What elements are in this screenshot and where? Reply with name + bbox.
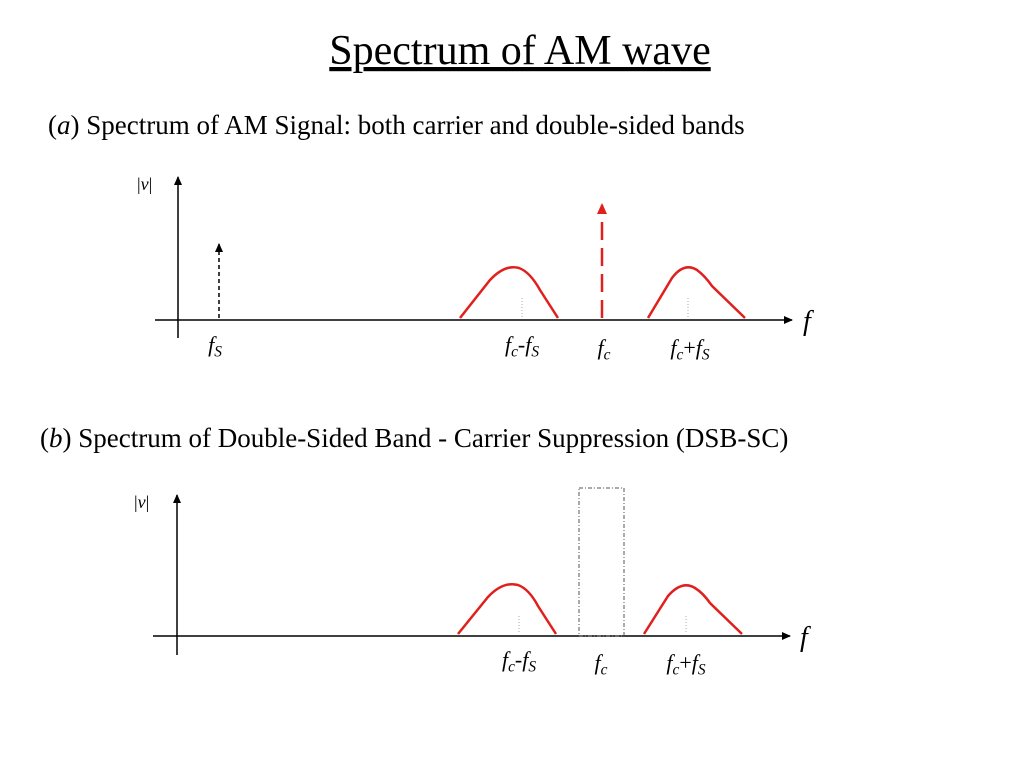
- upper-sideband: [642, 584, 743, 635]
- freq-label: fc: [598, 335, 611, 364]
- y-axis-label: |v|: [137, 174, 152, 194]
- text-part: f: [505, 332, 514, 357]
- text-part: S: [528, 659, 536, 676]
- text-part: S: [702, 347, 710, 364]
- text-part: c: [511, 344, 518, 361]
- x-axis-label: f: [800, 622, 811, 653]
- x-axis-label: f: [803, 306, 814, 337]
- freq-label: fc+fS: [666, 650, 706, 679]
- freq-label: fc: [595, 650, 608, 679]
- text-part: (: [40, 423, 49, 453]
- text-part: |: [137, 174, 141, 194]
- text-part: v: [138, 492, 146, 512]
- text-part: f: [502, 647, 511, 672]
- text-part: f: [595, 650, 604, 675]
- text-part: S: [214, 344, 222, 361]
- lower-sideband: [459, 266, 560, 319]
- freq-label: fS: [208, 332, 222, 361]
- freq-label: fc-fS: [505, 332, 539, 361]
- suppressed-carrier: [578, 487, 625, 637]
- text-part: c: [604, 347, 611, 364]
- text-part: |: [146, 492, 150, 512]
- slide-title: Spectrum of AM wave: [329, 28, 710, 74]
- text-part: f: [696, 335, 705, 360]
- text-part: +: [683, 335, 695, 360]
- text-part: ) Spectrum of AM Signal: both carrier an…: [71, 110, 745, 140]
- text-part: b: [49, 423, 63, 453]
- text-part: ) Spectrum of Double-Sided Band - Carrie…: [63, 423, 789, 453]
- text-part: f: [692, 650, 701, 675]
- text-part: S: [531, 344, 539, 361]
- text-part: c: [508, 659, 515, 676]
- text-part: c: [601, 662, 608, 679]
- y-axis-label: |v|: [134, 492, 149, 512]
- caption: (b) Spectrum of Double-Sided Band - Carr…: [40, 423, 788, 453]
- text-part: |: [149, 174, 153, 194]
- text-part: f: [522, 647, 531, 672]
- text-part: c: [673, 662, 680, 679]
- text-part: (: [48, 110, 57, 140]
- text-part: c: [677, 347, 684, 364]
- freq-label: fc+fS: [670, 335, 710, 364]
- caption: (a) Spectrum of AM Signal: both carrier …: [48, 110, 745, 140]
- text-part: f: [666, 650, 675, 675]
- text-part: f: [598, 335, 607, 360]
- upper-sideband: [646, 266, 746, 319]
- text-part: a: [57, 110, 71, 140]
- text-part: |: [134, 492, 138, 512]
- text-part: +: [679, 650, 691, 675]
- text-part: -: [515, 647, 522, 672]
- text-part: v: [141, 174, 149, 194]
- text-part: f: [525, 332, 534, 357]
- text-part: f: [670, 335, 679, 360]
- lower-sideband: [457, 583, 558, 635]
- panel-a: (a) Spectrum of AM Signal: both carrier …: [48, 110, 814, 364]
- text-part: S: [698, 662, 706, 679]
- text-part: -: [518, 332, 525, 357]
- freq-label: fc-fS: [502, 647, 536, 676]
- panel-b: (b) Spectrum of Double-Sided Band - Carr…: [40, 423, 811, 679]
- text-part: f: [208, 332, 217, 357]
